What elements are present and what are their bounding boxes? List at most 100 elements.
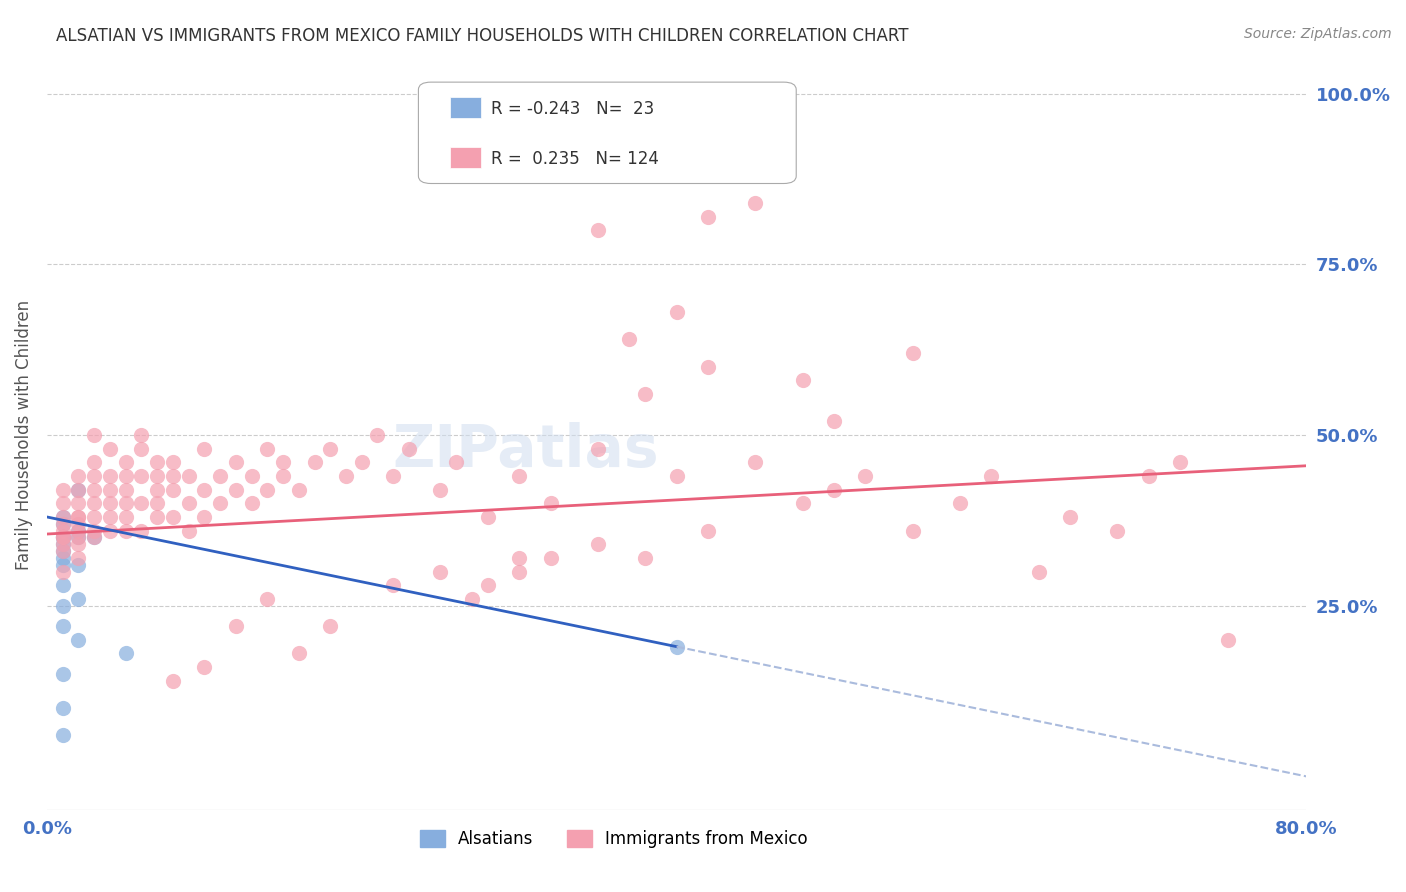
- Point: [177, 524, 200, 538]
- Point: [146, 510, 169, 524]
- Point: [67, 510, 90, 524]
- Point: [52, 544, 75, 558]
- Point: [52, 531, 75, 545]
- Point: [855, 469, 877, 483]
- Point: [67, 632, 90, 647]
- Bar: [450, 97, 481, 118]
- Point: [98, 510, 121, 524]
- Point: [287, 483, 309, 497]
- Point: [240, 496, 263, 510]
- Point: [162, 510, 184, 524]
- Point: [350, 455, 373, 469]
- Point: [67, 510, 90, 524]
- Point: [52, 531, 75, 545]
- Point: [83, 531, 105, 545]
- Point: [131, 428, 153, 442]
- Point: [98, 442, 121, 456]
- Point: [67, 531, 90, 545]
- Point: [697, 524, 720, 538]
- Point: [67, 483, 90, 497]
- Point: [508, 550, 530, 565]
- Point: [98, 469, 121, 483]
- Point: [665, 469, 688, 483]
- Point: [114, 483, 136, 497]
- Point: [52, 667, 75, 681]
- Point: [83, 496, 105, 510]
- Point: [335, 469, 357, 483]
- Point: [177, 469, 200, 483]
- Text: R = -0.243   N=  23: R = -0.243 N= 23: [492, 100, 655, 118]
- Point: [52, 510, 75, 524]
- Point: [444, 455, 467, 469]
- Point: [792, 496, 814, 510]
- Point: [83, 531, 105, 545]
- Point: [52, 524, 75, 538]
- Text: ZIPatlas: ZIPatlas: [392, 422, 659, 479]
- Point: [398, 442, 420, 456]
- Point: [98, 496, 121, 510]
- Point: [114, 510, 136, 524]
- Point: [586, 537, 609, 551]
- Point: [792, 373, 814, 387]
- Point: [1170, 455, 1192, 469]
- Point: [83, 469, 105, 483]
- Point: [162, 469, 184, 483]
- Point: [114, 455, 136, 469]
- Point: [304, 455, 326, 469]
- Point: [225, 483, 247, 497]
- Point: [98, 483, 121, 497]
- Point: [67, 531, 90, 545]
- Point: [114, 469, 136, 483]
- Text: ALSATIAN VS IMMIGRANTS FROM MEXICO FAMILY HOUSEHOLDS WITH CHILDREN CORRELATION C: ALSATIAN VS IMMIGRANTS FROM MEXICO FAMIL…: [56, 27, 908, 45]
- Point: [52, 537, 75, 551]
- Point: [52, 531, 75, 545]
- Point: [52, 516, 75, 531]
- Point: [67, 516, 90, 531]
- Point: [162, 455, 184, 469]
- Point: [52, 550, 75, 565]
- Point: [146, 455, 169, 469]
- Point: [586, 442, 609, 456]
- Point: [429, 565, 451, 579]
- Point: [98, 524, 121, 538]
- Point: [52, 701, 75, 715]
- Point: [52, 619, 75, 633]
- Point: [508, 565, 530, 579]
- Point: [131, 496, 153, 510]
- Point: [67, 469, 90, 483]
- Bar: [450, 147, 481, 169]
- Point: [823, 483, 845, 497]
- Point: [1028, 565, 1050, 579]
- Point: [949, 496, 972, 510]
- Point: [83, 510, 105, 524]
- Point: [744, 196, 766, 211]
- Point: [665, 640, 688, 654]
- Point: [271, 455, 294, 469]
- Point: [744, 455, 766, 469]
- Point: [901, 346, 924, 360]
- Point: [193, 442, 215, 456]
- Point: [901, 524, 924, 538]
- Point: [131, 524, 153, 538]
- Point: [586, 223, 609, 237]
- Point: [114, 496, 136, 510]
- Point: [477, 510, 499, 524]
- Point: [52, 516, 75, 531]
- Point: [67, 591, 90, 606]
- Point: [619, 333, 641, 347]
- Point: [193, 660, 215, 674]
- Point: [382, 578, 405, 592]
- Point: [67, 496, 90, 510]
- Point: [146, 483, 169, 497]
- Point: [508, 469, 530, 483]
- Point: [271, 469, 294, 483]
- Point: [52, 578, 75, 592]
- Point: [131, 469, 153, 483]
- Point: [83, 524, 105, 538]
- Point: [52, 531, 75, 545]
- FancyBboxPatch shape: [419, 82, 796, 184]
- Point: [256, 591, 278, 606]
- Point: [52, 728, 75, 742]
- Point: [209, 469, 232, 483]
- Point: [697, 210, 720, 224]
